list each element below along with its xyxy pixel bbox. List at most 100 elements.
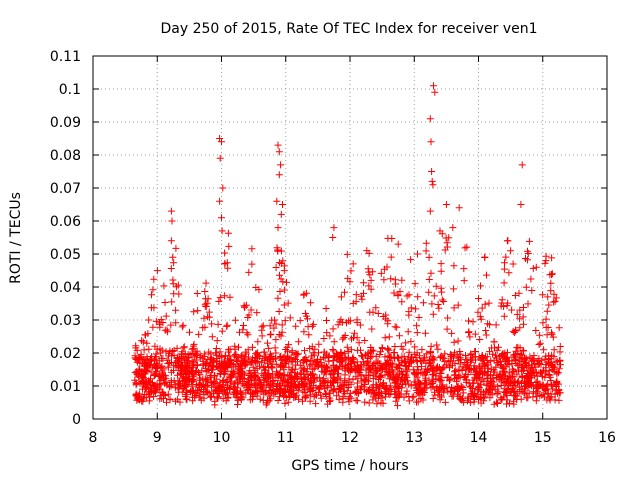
data-point — [277, 332, 285, 340]
data-point — [524, 300, 532, 308]
data-point — [158, 395, 166, 402]
data-point — [414, 389, 422, 396]
data-point — [341, 378, 349, 386]
data-point — [272, 336, 280, 344]
data-point — [402, 339, 410, 347]
data-point — [330, 361, 337, 369]
data-point — [256, 376, 263, 384]
data-point — [455, 204, 463, 212]
data-point — [240, 322, 247, 329]
y-tick-label: 0.03 — [50, 313, 81, 329]
data-point — [295, 384, 303, 392]
data-point — [216, 294, 224, 302]
data-point — [446, 364, 453, 372]
data-point — [233, 358, 241, 365]
data-point — [186, 328, 193, 336]
data-point — [277, 210, 285, 218]
data-point — [354, 346, 362, 354]
data-point — [275, 331, 283, 338]
data-point — [190, 308, 198, 316]
data-point — [550, 367, 558, 375]
data-point — [520, 320, 527, 328]
data-point — [455, 372, 463, 380]
data-point — [391, 343, 399, 350]
data-point — [498, 299, 506, 307]
data-point — [428, 177, 436, 185]
data-point — [485, 299, 493, 307]
data-point — [405, 291, 413, 299]
data-point — [218, 227, 226, 235]
data-point — [415, 385, 423, 393]
data-point — [253, 392, 261, 400]
data-point — [180, 344, 188, 352]
data-point — [490, 338, 498, 346]
data-point — [385, 346, 393, 354]
data-point — [447, 352, 455, 360]
data-point — [525, 237, 533, 245]
data-point — [159, 354, 167, 362]
data-point — [175, 388, 183, 396]
data-point — [502, 253, 510, 261]
data-point — [170, 290, 178, 298]
data-point — [167, 377, 175, 385]
data-point — [172, 319, 180, 327]
data-point — [309, 349, 317, 357]
data-point — [480, 377, 488, 385]
data-point — [441, 246, 449, 254]
data-point — [443, 374, 451, 382]
data-point — [294, 350, 302, 358]
data-point — [384, 345, 392, 353]
data-point — [181, 378, 189, 386]
data-point — [157, 316, 165, 324]
data-point — [418, 346, 426, 354]
data-point — [515, 289, 523, 297]
data-point — [394, 389, 402, 397]
data-point — [207, 374, 215, 382]
data-point — [414, 250, 421, 258]
data-point — [248, 245, 256, 253]
data-point — [462, 356, 470, 364]
data-point — [171, 384, 179, 392]
data-point — [494, 359, 502, 367]
data-point — [548, 254, 556, 262]
data-point — [194, 307, 202, 315]
data-point — [193, 290, 201, 297]
data-point — [542, 364, 550, 372]
data-point — [474, 386, 482, 394]
data-point — [223, 322, 231, 330]
data-point — [199, 388, 207, 395]
x-tick-label: 13 — [405, 430, 423, 446]
data-point — [300, 328, 308, 336]
data-point — [314, 363, 322, 371]
data-point — [201, 352, 209, 360]
data-point — [524, 256, 531, 264]
data-point — [405, 348, 413, 356]
data-point — [208, 333, 216, 341]
data-point — [335, 396, 343, 404]
data-point — [236, 388, 244, 396]
data-point — [284, 398, 292, 406]
data-point — [209, 363, 217, 371]
data-point — [395, 332, 403, 340]
data-point — [139, 355, 147, 363]
data-point — [514, 361, 522, 369]
data-point — [230, 390, 238, 398]
data-point — [354, 390, 362, 397]
data-point — [539, 319, 547, 327]
data-point — [188, 375, 196, 383]
x-tick-label: 14 — [470, 430, 488, 446]
data-point — [244, 381, 252, 389]
data-point — [436, 227, 444, 235]
data-point — [438, 393, 445, 401]
data-point — [510, 351, 517, 359]
data-point — [547, 393, 555, 401]
data-point — [494, 383, 502, 391]
data-point — [393, 323, 401, 331]
data-point — [500, 279, 508, 287]
data-point — [426, 207, 434, 215]
data-point — [163, 356, 171, 364]
data-point — [261, 374, 269, 381]
data-point — [467, 366, 475, 374]
data-point — [478, 304, 486, 312]
